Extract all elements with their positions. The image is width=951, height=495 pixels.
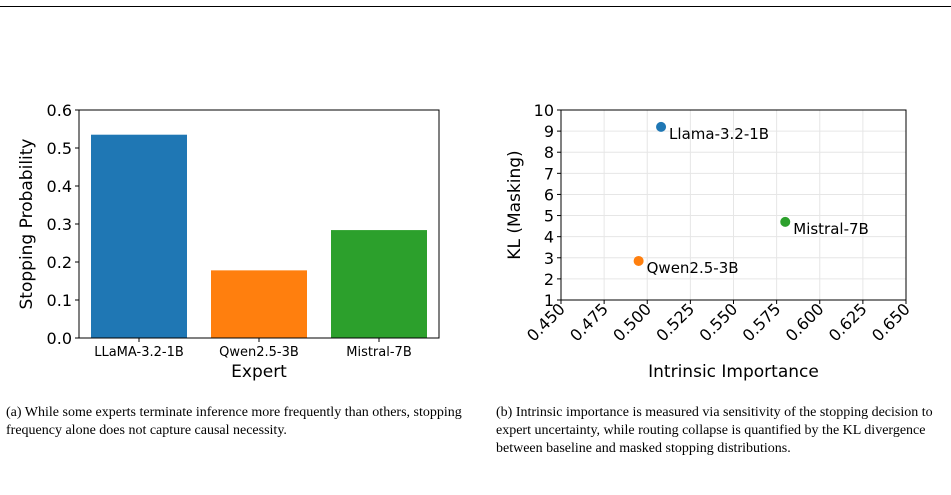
x-tick-label: 0.600 — [782, 299, 828, 345]
y-tick-label: 10 — [534, 101, 554, 120]
point-mistral-7b — [780, 216, 791, 227]
caption-a: (a) While some experts terminate inferen… — [6, 405, 462, 438]
x-tick-label: 0.525 — [652, 299, 698, 345]
y-tick-label: 0.1 — [47, 291, 72, 310]
point-label-qwen2-5-3b: Qwen2.5-3B — [647, 259, 739, 277]
y-tick-label: 0.5 — [47, 139, 72, 158]
y-tick-label: 4 — [544, 228, 554, 247]
point-label-llama-3-2-1b: Llama-3.2-1B — [669, 125, 769, 143]
y-tick-label: 0.3 — [47, 215, 72, 234]
y-tick-label: 6 — [544, 185, 554, 204]
x-tick-label: LLaMA-3.2-1B — [94, 345, 184, 360]
y-tick-label: 0.2 — [47, 253, 72, 272]
x-axis-title: Expert — [231, 362, 287, 382]
y-tick-label: 7 — [544, 164, 554, 183]
y-tick-label: 3 — [544, 249, 554, 268]
x-tick-label: 0.650 — [868, 299, 914, 345]
x-tick-label: Qwen2.5-3B — [219, 345, 299, 360]
x-tick-label: 0.575 — [739, 299, 785, 345]
x-tick-label: 0.500 — [609, 299, 655, 345]
bar-chart: LLaMA-3.2-1B Qwen2.5-3B Mistral-7B 0.0 0.1 0.… — [17, 101, 440, 382]
x-tick-label: 0.550 — [695, 299, 741, 345]
x-tick-label: 0.625 — [825, 299, 871, 345]
scatter-chart: 0.4500.4750.5000.5250.5500.5750.6000.625… — [505, 101, 914, 382]
y-tick-label: 1 — [544, 291, 554, 310]
bar-llama-3.2-1b — [91, 134, 187, 338]
y-tick-label: 9 — [544, 122, 554, 141]
y-axis-title: KL (Masking) — [505, 150, 525, 259]
x-axis-title: Intrinsic Importance — [648, 362, 819, 382]
figure-charts: LLaMA-3.2-1B Qwen2.5-3B Mistral-7B 0.0 0.1 0.… — [17, 101, 914, 382]
bar-mistral-7b — [331, 230, 427, 338]
bar-qwen2.5-3b — [211, 270, 307, 338]
point-label-mistral-7b: Mistral-7B — [793, 220, 869, 238]
x-tick-label: 0.475 — [566, 299, 612, 345]
y-tick-label: 2 — [544, 270, 554, 289]
y-tick-label: 0.4 — [47, 177, 72, 196]
y-tick-label: 8 — [544, 143, 554, 162]
y-tick-label: 0.0 — [47, 329, 72, 348]
point-qwen2-5-3b — [633, 255, 644, 266]
y-axis-title: Stopping Probability — [17, 139, 37, 310]
y-tick-label: 5 — [544, 207, 554, 226]
caption-b: (b) Intrinsic importance is measured via… — [496, 405, 933, 456]
top-rule — [0, 6, 951, 7]
y-tick-label: 0.6 — [47, 101, 72, 120]
x-tick-label: Mistral-7B — [346, 345, 412, 360]
point-llama-3-2-1b — [656, 121, 667, 132]
